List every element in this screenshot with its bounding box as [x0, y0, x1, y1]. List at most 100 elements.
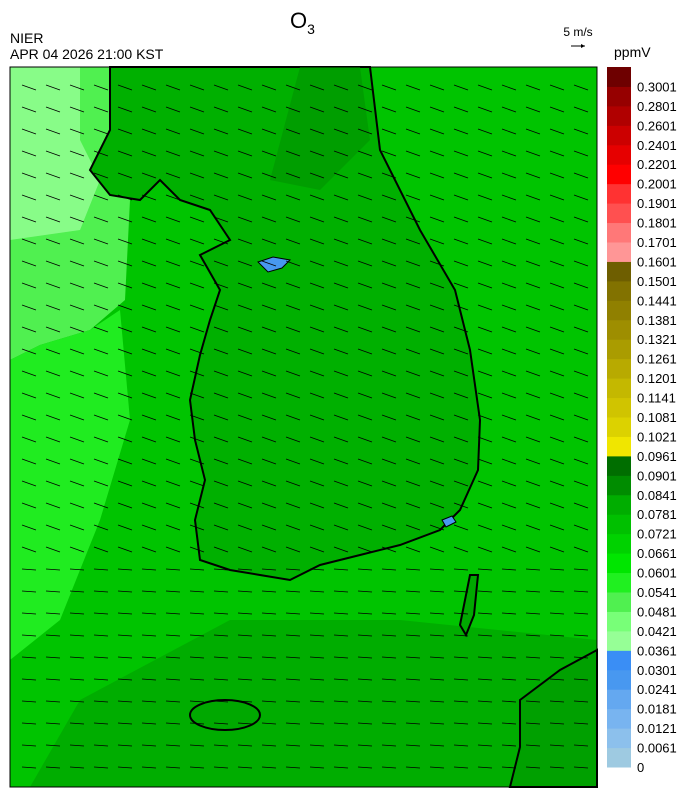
wind-arrow — [573, 524, 589, 531]
wind-arrow — [549, 326, 565, 333]
wind-arrow — [165, 260, 181, 267]
colorbar-segment — [607, 514, 631, 535]
wind-arrow — [69, 436, 85, 443]
wind-arrow — [69, 282, 85, 289]
wind-arrow — [381, 84, 397, 91]
wind-arrow — [573, 150, 589, 157]
wind-arrow — [357, 524, 373, 531]
wind-arrow — [429, 392, 445, 399]
wind-arrow — [501, 568, 517, 571]
wind-arrow — [45, 590, 61, 593]
wind-arrow — [165, 744, 181, 747]
wind-arrow — [525, 722, 541, 725]
colorbar-segment — [607, 300, 631, 321]
wind-arrow — [261, 436, 277, 443]
wind-arrow — [285, 524, 301, 531]
wind-arrow — [405, 700, 421, 703]
wind-arrow — [237, 612, 253, 615]
wind-arrow — [429, 348, 445, 355]
wind-arrow — [141, 502, 157, 509]
wind-arrow — [381, 634, 397, 637]
wind-arrow — [45, 524, 61, 531]
wind-arrow — [381, 678, 397, 681]
colorbar-label: 0.0541 — [637, 585, 677, 600]
wind-arrow — [69, 172, 85, 179]
wind-arrow — [69, 84, 85, 91]
wind-arrow — [165, 194, 181, 201]
wind-arrow — [213, 744, 229, 747]
wind-arrow — [525, 106, 541, 113]
wind-arrow — [93, 150, 109, 157]
wind-arrow — [381, 106, 397, 113]
colorbar-segment — [607, 203, 631, 224]
wind-arrow — [573, 480, 589, 487]
wind-arrow — [165, 172, 181, 179]
wind-arrow — [261, 524, 277, 531]
wind-arrow — [93, 326, 109, 333]
wind-arrow — [501, 700, 517, 703]
wind-arrow — [429, 722, 445, 725]
colorbar-segment — [607, 533, 631, 554]
wind-arrow — [405, 106, 421, 113]
wind-arrow — [525, 150, 541, 157]
wind-arrow — [285, 370, 301, 377]
tsushima — [458, 574, 480, 638]
wind-arrow — [21, 172, 37, 179]
wind-arrow — [285, 128, 301, 135]
wind-arrow — [93, 568, 109, 571]
wind-arrow — [429, 612, 445, 615]
colorbar-label: 0.0661 — [637, 546, 677, 561]
wind-arrow — [237, 766, 253, 769]
wind-arrow — [573, 194, 589, 201]
wind-arrow — [117, 766, 133, 769]
wind-arrow — [285, 216, 301, 223]
wind-arrow — [93, 634, 109, 637]
wind-arrow — [333, 590, 349, 593]
wind-arrow — [165, 304, 181, 311]
wind-arrow — [69, 568, 85, 571]
wind-arrow — [237, 370, 253, 377]
wind-arrow — [477, 480, 493, 487]
wind-arrow — [213, 84, 229, 91]
colorbar-segment — [607, 436, 631, 457]
wind-arrow — [381, 282, 397, 289]
wind-arrow — [501, 128, 517, 135]
wind-arrow — [213, 436, 229, 443]
wind-arrow — [501, 216, 517, 223]
wind-arrow — [117, 612, 133, 615]
wind-arrow — [117, 722, 133, 725]
wind-arrow — [141, 348, 157, 355]
wind-arrow — [549, 84, 565, 91]
wind-arrow — [117, 150, 133, 157]
wind-arrow — [45, 216, 61, 223]
colorbar-label: 0.0361 — [637, 643, 677, 658]
wind-arrow — [501, 678, 517, 681]
wind-arrow — [69, 678, 85, 681]
wind-arrow — [21, 480, 37, 487]
wind-arrow — [573, 238, 589, 245]
wind-arrow — [45, 414, 61, 421]
wind-arrow — [261, 590, 277, 593]
wind-arrow — [477, 172, 493, 179]
wind-arrow — [309, 260, 325, 267]
wind-arrow — [285, 546, 301, 553]
wind-arrow — [381, 436, 397, 443]
wind-arrow — [429, 766, 445, 769]
wind-arrow — [429, 502, 445, 509]
wind-arrow — [285, 172, 301, 179]
wind-arrow — [213, 128, 229, 135]
colorbar-label: 0.1141 — [637, 391, 676, 406]
wind-arrow — [45, 722, 61, 725]
wind-arrow — [261, 260, 277, 267]
wind-arrow — [141, 458, 157, 465]
wind-arrow — [261, 634, 277, 637]
agency: NIER — [10, 30, 43, 46]
wind-arrow — [261, 282, 277, 289]
wind-arrow — [453, 722, 469, 725]
wind-arrow — [141, 84, 157, 91]
wind-arrow — [477, 260, 493, 267]
wind-arrow — [189, 436, 205, 443]
wind-arrow — [429, 282, 445, 289]
wind-arrow — [477, 524, 493, 531]
wind-arrow — [141, 480, 157, 487]
